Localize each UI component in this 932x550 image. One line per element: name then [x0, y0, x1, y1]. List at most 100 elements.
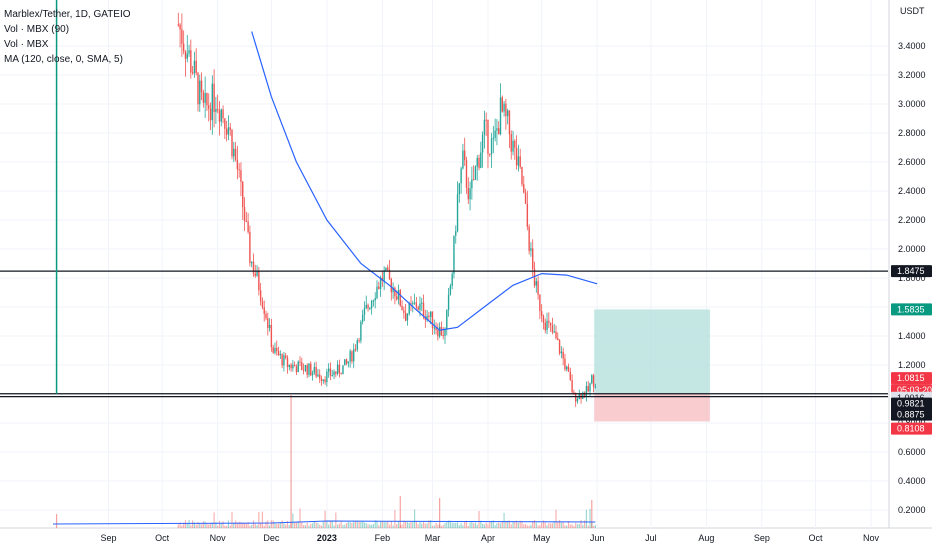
candle-body [412, 303, 414, 305]
volume-bar [362, 521, 364, 528]
volume-bar [331, 521, 333, 528]
price-badge-label: 1.8475 [897, 266, 925, 276]
legend-ma[interactable]: MA (120, close, 0, SMA, 5) [4, 54, 123, 65]
candle-body [512, 140, 514, 152]
volume-bar [365, 523, 367, 528]
price-tick-label: 2.0000 [898, 244, 926, 254]
time-axis[interactable]: Sep Oct Nov Dec 2023 Feb Mar Apr May Jun Jul Aug Sep… [100, 533, 879, 543]
time-tick-label: Jul [645, 533, 657, 543]
candle-body [523, 184, 525, 193]
candle-body [528, 226, 530, 251]
volume-bar [372, 524, 375, 528]
volume-bar [337, 524, 339, 528]
candle-body [419, 303, 421, 310]
volume-bar [449, 520, 451, 528]
candle-body [494, 130, 496, 138]
legend-title[interactable]: Marblex/Tether, 1D, GATEIO [4, 9, 131, 20]
price-axis[interactable]: USDT 3.4000 3.2000 3.0000 2.8000 2.6000 2.400… [888, 0, 926, 528]
volume-bar [294, 522, 296, 528]
candle-body [335, 371, 337, 374]
candle-body [472, 179, 475, 181]
candle-body [476, 157, 478, 167]
volume-bar [546, 525, 548, 528]
volume-bar [308, 525, 310, 528]
time-tick-label: Jun [590, 533, 605, 543]
volume-bar [177, 524, 179, 528]
volume-bar [252, 520, 255, 528]
candle-body [501, 97, 503, 112]
candle-body [564, 358, 566, 370]
candle-body [395, 296, 398, 300]
volume-bar [233, 522, 235, 528]
price-tick-label: 1.2000 [898, 360, 926, 370]
volume-bar [272, 520, 274, 528]
volume-bar [379, 521, 382, 528]
volume-bar [283, 523, 285, 528]
volume-bar [288, 525, 290, 528]
time-tick-label: Sep [100, 533, 116, 543]
volume-bar [338, 523, 340, 528]
legend-vol[interactable]: Vol · MBX [4, 39, 49, 50]
candle-body [560, 351, 563, 354]
candle-body [503, 103, 505, 112]
candle-body [464, 150, 466, 161]
candle-body [354, 349, 357, 351]
candle-body [186, 53, 188, 59]
candle-body [310, 363, 312, 376]
volume-bar [249, 525, 251, 528]
time-tick-label: Mar [425, 533, 441, 543]
volume-bar [192, 520, 194, 528]
volume-bar [245, 523, 247, 528]
volume-bar [526, 525, 528, 528]
volume-bar [258, 512, 260, 528]
candle-body [286, 357, 289, 368]
candle-body [177, 24, 179, 26]
time-tick-label: Sep [754, 533, 770, 543]
volume-bar [236, 523, 238, 528]
horizontal-lines[interactable] [0, 270, 888, 398]
candle-body [336, 364, 339, 374]
price-badge-label: 0.8875 [897, 410, 925, 420]
position-zones[interactable] [594, 309, 710, 422]
candle-body [401, 305, 403, 311]
volume-bar [403, 520, 405, 528]
volume-bar [347, 521, 349, 528]
candle-body [290, 364, 292, 369]
volume-bar [584, 520, 586, 528]
volume-bar [345, 523, 348, 528]
price-tick-label: 3.4000 [898, 41, 926, 51]
candle-body [480, 152, 482, 168]
volume-bar [274, 522, 276, 528]
volume-bar [444, 523, 446, 528]
candle-body [193, 60, 196, 74]
volume-bar [303, 525, 305, 528]
volume-bar [310, 524, 312, 528]
volume-bar [358, 521, 360, 528]
price-badge-label: 05:03:20 [897, 385, 932, 395]
volume-bar [446, 521, 448, 528]
volume-bar [537, 525, 539, 528]
candle-body [485, 119, 487, 121]
candle-body [451, 273, 453, 286]
volume-bar [490, 521, 493, 528]
volume-bar [226, 525, 228, 528]
candle-body [331, 375, 333, 377]
volume-bar [55, 514, 58, 528]
volume-bar [199, 523, 201, 528]
volume-bar [209, 523, 212, 528]
volume-bar [208, 524, 210, 528]
candle-body [460, 168, 462, 184]
candle-body [471, 179, 473, 189]
volume-bar [326, 521, 328, 528]
candle-body [326, 371, 328, 383]
volume-bar [489, 521, 491, 528]
candle-body [562, 351, 564, 359]
candle-body [505, 103, 507, 117]
volume-bar [376, 520, 378, 528]
candle-body [351, 351, 353, 362]
legend-vol-90[interactable]: Vol · MBX (90) [4, 24, 70, 35]
volume-bar [567, 521, 570, 528]
volume-bar [267, 520, 269, 528]
volume-bar [224, 525, 226, 528]
